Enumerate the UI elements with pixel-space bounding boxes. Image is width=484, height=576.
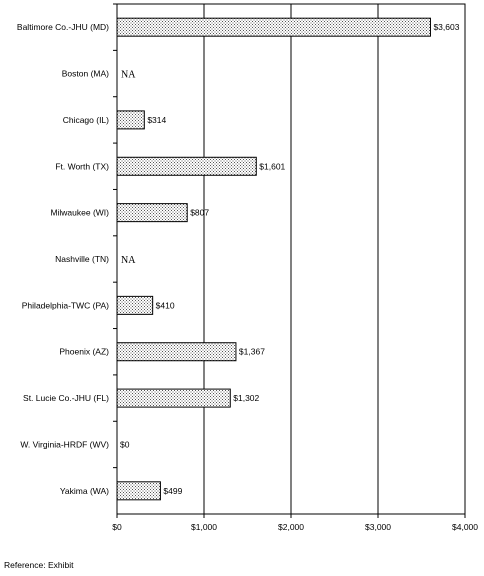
- x-tick-label: $3,000: [365, 522, 391, 532]
- category-label: Yakima (WA): [60, 486, 109, 496]
- data-label: NA: [121, 255, 136, 266]
- category-label: Nashville (TN): [55, 254, 109, 264]
- bar: [116, 342, 237, 362]
- data-label: $314: [147, 115, 166, 125]
- data-label: $410: [156, 300, 175, 310]
- category-label: Boston (MA): [62, 69, 109, 79]
- data-label: $499: [163, 486, 182, 496]
- category-label: Milwaukee (WI): [50, 208, 109, 218]
- x-tick-label: $0: [112, 522, 122, 532]
- category-label: Ft. Worth (TX): [55, 161, 109, 171]
- x-tick-label: $4,000: [452, 522, 478, 532]
- x-tick-label: $1,000: [191, 522, 217, 532]
- category-label: St. Lucie Co.-JHU (FL): [23, 393, 109, 403]
- data-label: $0: [120, 439, 130, 449]
- data-label: $1,367: [239, 347, 265, 357]
- category-label: Philadelphia-TWC (PA): [22, 300, 109, 310]
- bar: [116, 156, 257, 176]
- x-tick-label: $2,000: [278, 522, 304, 532]
- bar: [116, 295, 154, 315]
- category-label: Chicago (IL): [63, 115, 109, 125]
- bar: [116, 17, 431, 37]
- data-label: $3,603: [433, 22, 459, 32]
- bar: [116, 110, 145, 130]
- data-label: $807: [190, 208, 209, 218]
- bar: [116, 388, 231, 408]
- bar: [116, 481, 161, 501]
- reference-note: Reference: Exhibit: [4, 560, 74, 570]
- category-label: Baltimore Co.-JHU (MD): [17, 22, 109, 32]
- bar: [116, 203, 188, 223]
- category-label: Phoenix (AZ): [59, 347, 109, 357]
- data-label: $1,302: [233, 393, 259, 403]
- category-label: W. Virginia-HRDF (WV): [20, 439, 109, 449]
- data-label: $1,601: [259, 161, 285, 171]
- data-label: NA: [121, 70, 136, 81]
